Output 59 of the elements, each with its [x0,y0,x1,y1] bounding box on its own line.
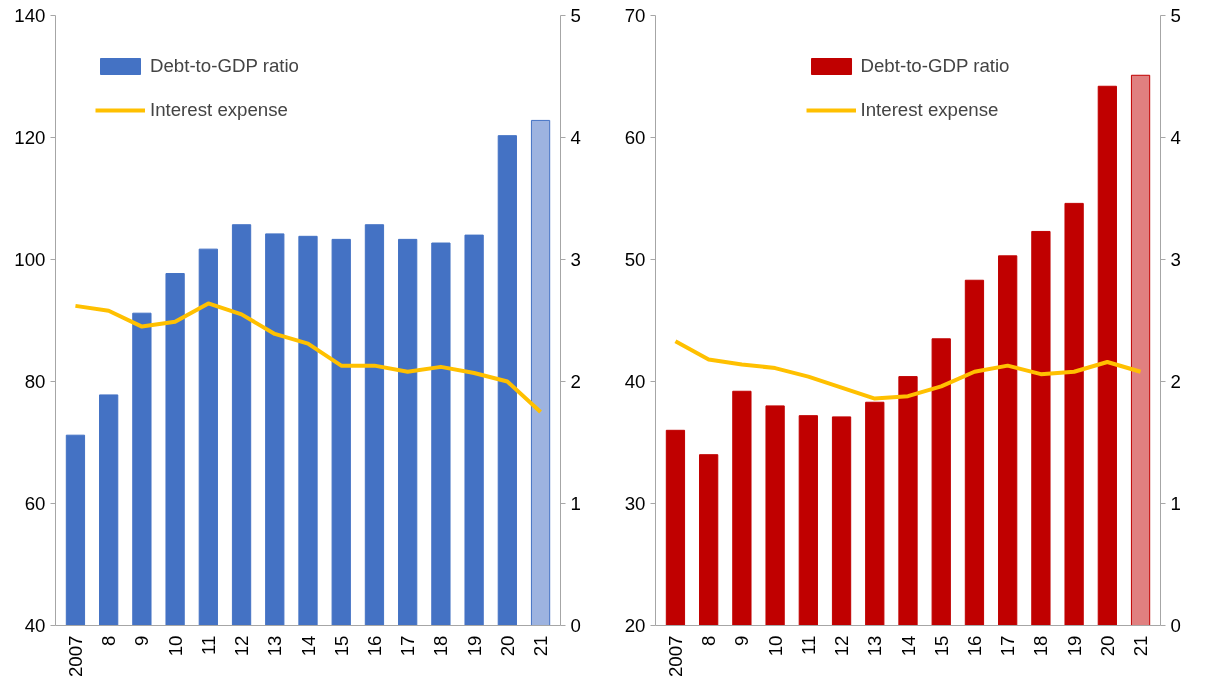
y2-tick-label: 3 [570,249,581,270]
y2-tick-label: 4 [1170,127,1181,148]
y2-tick-label: 1 [1170,493,1181,514]
y2-tick-label: 4 [570,127,581,148]
y2-tick-label: 3 [1170,249,1181,270]
x-tick-label: 11 [197,635,219,655]
y-tick-label: 70 [624,5,646,26]
x-tick-label: 2007 [664,635,686,677]
x-tick-label: 21 [530,635,552,657]
y-tick-label: 80 [24,371,46,392]
y-tick-label: 50 [624,249,646,270]
y-tick-label: 60 [24,493,46,514]
y-tick-label: 140 [14,5,46,26]
x-tick-label: 16 [963,635,985,657]
x-tick-label: 12 [831,635,853,657]
y2-tick-label: 0 [1170,615,1181,636]
y2-tick-label: 5 [1170,5,1181,26]
legend-label: Interest expense [150,99,288,121]
x-tick-label: 13 [264,635,286,657]
x-tick-label: 15 [930,635,952,657]
x-tick-label: 20 [1096,635,1118,657]
x-tick-label: 8 [698,635,720,646]
x-tick-label: 11 [797,635,819,655]
x-tick-label: 19 [463,635,485,657]
x-tick-label: 16 [363,635,385,657]
y2-tick-label: 2 [1170,371,1181,392]
y2-tick-label: 0 [570,615,581,636]
x-tick-label: 17 [397,635,419,657]
y-tick-label: 30 [624,493,646,514]
legend-label: Debt-to-GDP ratio [860,55,1010,77]
x-tick-label: 21 [1130,635,1152,657]
x-tick-label: 20 [496,635,518,657]
x-tick-label: 14 [297,635,319,657]
y-tick-label: 100 [14,249,46,270]
y2-tick-label: 2 [570,371,581,392]
x-tick-label: 10 [164,635,186,657]
x-tick-label: 9 [131,635,153,646]
x-tick-label: 19 [1063,635,1085,657]
x-tick-label: 12 [231,635,253,657]
x-tick-label: 13 [864,635,886,657]
y2-tick-label: 1 [570,493,581,514]
x-tick-label: 8 [98,635,120,646]
x-tick-label: 2007 [64,635,86,677]
x-tick-label: 18 [1030,635,1052,657]
y-tick-label: 120 [14,127,46,148]
y-tick-label: 40 [24,615,46,636]
x-tick-label: 18 [430,635,452,657]
x-tick-label: 10 [764,635,786,657]
line-series [673,339,1143,401]
y2-tick-label: 5 [570,5,581,26]
x-tick-label: 14 [897,635,919,657]
x-tick-label: 9 [731,635,753,646]
x-tick-label: 17 [997,635,1019,657]
line-series [73,301,543,414]
x-tick-label: 15 [330,635,352,657]
y-tick-label: 40 [624,371,646,392]
y-tick-label: 60 [624,127,646,148]
legend-label: Debt-to-GDP ratio [150,55,299,77]
legend-label: Interest expense [860,99,999,121]
